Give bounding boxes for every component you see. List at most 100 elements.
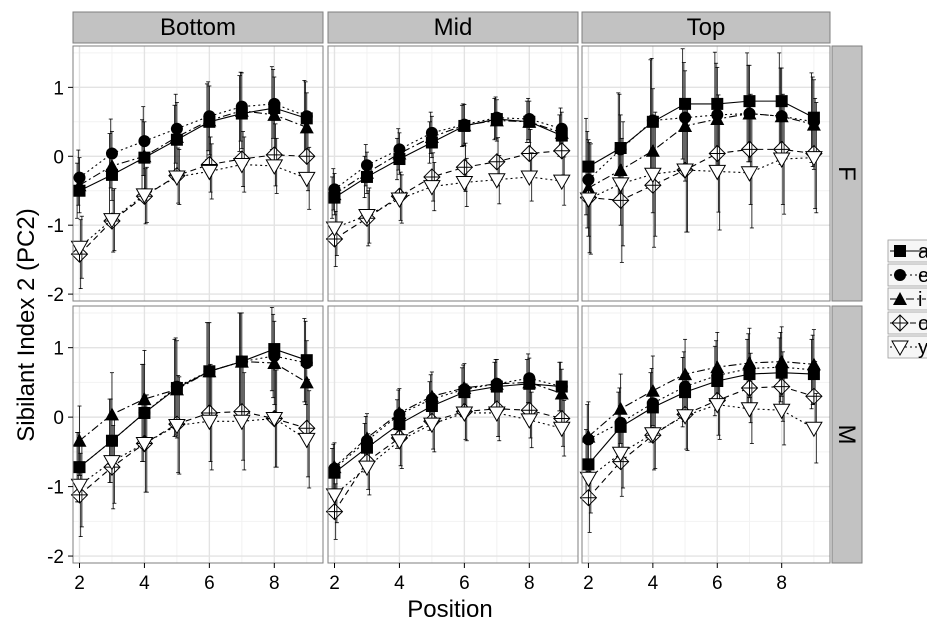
y-tick-label: 0	[53, 147, 64, 168]
series-y	[70, 136, 316, 279]
x-tick-label: 8	[524, 573, 535, 594]
y-tick-label: -1	[47, 216, 64, 237]
data-point	[202, 364, 217, 378]
data-point	[70, 240, 89, 257]
row-strip-f	[831, 45, 863, 302]
legend-item-a: a	[887, 239, 927, 263]
data-point	[168, 418, 186, 435]
data-point	[611, 177, 630, 193]
legend-key-marker	[891, 340, 909, 357]
data-point	[708, 398, 727, 414]
series-line	[588, 148, 814, 201]
legend-key-marker	[894, 269, 906, 281]
data-point	[299, 120, 314, 134]
data-point	[325, 230, 344, 248]
data-point	[325, 221, 344, 237]
data-point	[267, 355, 282, 369]
data-point	[740, 379, 759, 397]
facet-panels	[70, 45, 831, 564]
series-y	[325, 384, 571, 524]
data-point	[520, 413, 539, 429]
data-point	[611, 446, 630, 463]
legend-key-marker	[891, 314, 909, 332]
data-point	[489, 113, 504, 127]
data-point	[487, 173, 506, 189]
data-point	[678, 118, 693, 132]
data-point	[390, 434, 409, 450]
data-point	[455, 406, 474, 422]
legend-label: a	[918, 241, 927, 263]
x-tick-label: 2	[583, 573, 594, 594]
panel-f-top	[579, 45, 831, 302]
data-point	[579, 489, 598, 507]
data-point	[806, 117, 821, 131]
data-point	[358, 209, 376, 225]
facet-strips: Bottom Mid Top F M	[72, 11, 863, 564]
legend-item-i: i	[887, 287, 927, 311]
data-point	[137, 149, 152, 163]
data-point	[613, 401, 628, 415]
legend-key-marker	[894, 245, 906, 257]
data-point	[70, 486, 89, 504]
series-i	[72, 312, 314, 476]
data-point	[643, 427, 662, 443]
data-point	[740, 140, 759, 159]
data-point	[579, 192, 598, 209]
row-strip-label: M	[833, 425, 860, 445]
data-point	[104, 407, 119, 421]
data-point	[522, 375, 537, 389]
series-y	[579, 102, 823, 255]
series-line	[588, 112, 815, 189]
x-tick-label: 6	[712, 573, 723, 594]
y-tick-label: 1	[53, 78, 64, 99]
data-point	[708, 144, 726, 163]
column-strip-label: Bottom	[160, 14, 236, 41]
data-point	[455, 175, 474, 192]
data-point	[423, 180, 441, 196]
data-point	[805, 151, 823, 167]
data-point	[643, 167, 662, 184]
legend-label: e	[918, 265, 927, 287]
column-strip-label: Mid	[434, 14, 473, 41]
y-axis-title: Sibilant Index 2 (PC2)	[13, 208, 40, 441]
data-point	[740, 402, 759, 418]
axes: -2 -1 0 1 -2 -1 0 1 2 4 6 8 2 4 6 8 2 4 6 8	[47, 78, 787, 594]
data-point	[645, 383, 660, 397]
data-point	[390, 192, 409, 209]
data-point	[234, 354, 249, 368]
row-strip-m	[831, 305, 863, 564]
x-tick-label: 4	[648, 573, 659, 594]
x-tick-label: 6	[459, 573, 470, 594]
series-line	[79, 110, 307, 186]
x-tick-label: 8	[269, 573, 280, 594]
panel-f-mid	[325, 45, 579, 302]
data-point	[457, 118, 472, 132]
y-tick-label: -2	[47, 285, 64, 306]
panel-m-mid	[325, 305, 579, 564]
panel-border	[581, 45, 831, 302]
x-tick-label: 4	[139, 573, 150, 594]
series-i	[581, 326, 821, 472]
data-point	[104, 158, 119, 172]
data-point	[72, 178, 87, 192]
data-point	[299, 375, 314, 389]
data-point	[298, 147, 316, 165]
panel-border	[72, 305, 324, 564]
series-y	[325, 152, 571, 256]
panel-background	[328, 306, 578, 563]
series-line	[334, 119, 562, 195]
y-tick-label: 1	[53, 339, 64, 360]
series-y	[579, 369, 823, 514]
data-point	[487, 406, 506, 422]
data-point	[392, 405, 407, 419]
panel-border	[327, 305, 579, 564]
data-point	[489, 376, 504, 390]
data-point	[742, 106, 757, 120]
x-tick-label: 2	[329, 573, 340, 594]
data-point	[455, 158, 474, 177]
data-point	[168, 170, 186, 186]
data-point	[708, 164, 727, 181]
data-point	[522, 114, 537, 128]
data-point	[552, 174, 571, 191]
data-point	[200, 414, 219, 431]
